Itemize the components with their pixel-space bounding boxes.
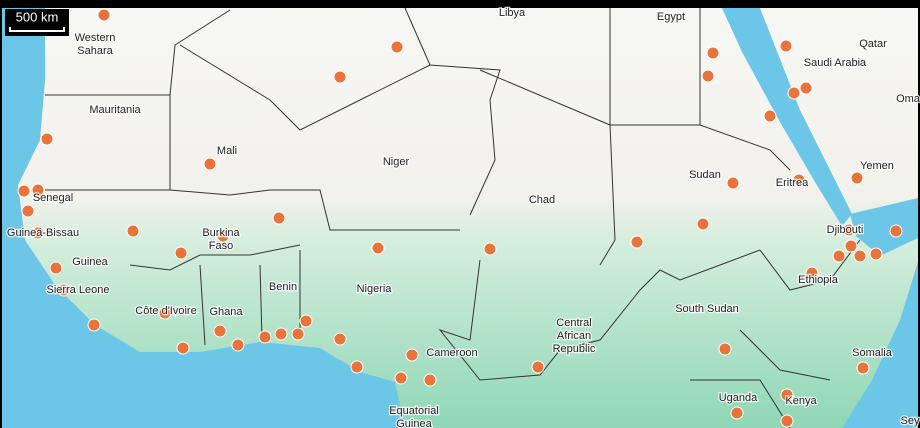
marker[interactable] <box>844 239 858 253</box>
country-label: Nigeria <box>357 283 393 295</box>
marker[interactable] <box>231 338 245 352</box>
marker[interactable] <box>792 173 806 187</box>
marker[interactable] <box>21 204 35 218</box>
country-label: Saudi Arabia <box>804 57 867 69</box>
country-label: Central <box>556 317 591 329</box>
scale-bar <box>9 27 65 32</box>
marker[interactable] <box>203 157 217 171</box>
marker[interactable] <box>726 176 740 190</box>
country-label: Niger <box>383 156 410 168</box>
marker[interactable] <box>696 217 710 231</box>
country-label: Yemen <box>860 160 894 172</box>
water <box>2 8 918 428</box>
country-label: Western <box>75 32 116 44</box>
marker[interactable] <box>31 226 45 240</box>
marker[interactable] <box>799 81 813 95</box>
marker[interactable] <box>274 327 288 341</box>
marker[interactable] <box>850 171 864 185</box>
marker[interactable] <box>780 414 794 428</box>
country-label: Republic <box>553 343 596 355</box>
marker[interactable] <box>701 69 715 83</box>
country-label: South Sudan <box>675 303 739 315</box>
marker[interactable] <box>350 360 364 374</box>
marker[interactable] <box>805 266 819 280</box>
country-label: Kenya <box>785 395 817 407</box>
country-label: Eritrea <box>776 177 809 189</box>
marker[interactable] <box>371 241 385 255</box>
marker[interactable] <box>842 223 856 237</box>
country-label: Libya <box>499 7 526 19</box>
marker[interactable] <box>97 8 111 22</box>
marker[interactable] <box>856 361 870 375</box>
marker[interactable] <box>176 341 190 355</box>
marker[interactable] <box>405 348 419 362</box>
marker[interactable] <box>49 261 63 275</box>
marker[interactable] <box>531 360 545 374</box>
country-label: Sahara <box>77 45 113 57</box>
marker[interactable] <box>126 224 140 238</box>
marker[interactable] <box>390 40 404 54</box>
country-label: Oma <box>896 93 920 105</box>
marker[interactable] <box>87 318 101 332</box>
marker[interactable] <box>853 249 867 263</box>
marker[interactable] <box>213 324 227 338</box>
marker[interactable] <box>630 235 644 249</box>
country-label: Egypt <box>657 11 685 23</box>
marker[interactable] <box>780 388 794 402</box>
country-label: Senegal <box>33 192 73 204</box>
marker[interactable] <box>272 211 286 225</box>
country-label: Sudan <box>689 169 721 181</box>
country-label: Djibouti <box>827 224 864 236</box>
marker[interactable] <box>787 86 801 100</box>
marker[interactable] <box>483 242 497 256</box>
scale-label: 500 km <box>16 9 59 24</box>
country-label: Benin <box>269 281 297 293</box>
country-label: Guinea <box>396 418 432 428</box>
country-label: Qatar <box>859 38 887 50</box>
marker[interactable] <box>57 283 71 297</box>
country-label: Faso <box>209 240 233 252</box>
country-label: Ghana <box>209 306 243 318</box>
country-label: Guinea <box>72 256 108 268</box>
marker[interactable] <box>258 330 272 344</box>
country-label: Ethiopia <box>798 274 839 286</box>
marker[interactable] <box>31 183 45 197</box>
country-label: Guinea-Bissau <box>7 227 79 239</box>
country-label: Sey <box>901 415 920 427</box>
marker[interactable] <box>869 247 883 261</box>
country-label: Chad <box>529 194 555 206</box>
marker[interactable] <box>763 109 777 123</box>
country-label: Mali <box>217 145 237 157</box>
country-label: Cameroon <box>426 347 477 359</box>
marker[interactable] <box>779 39 793 53</box>
marker[interactable] <box>333 332 347 346</box>
marker[interactable] <box>17 184 31 198</box>
marker[interactable] <box>718 342 732 356</box>
country-label: Mauritania <box>89 104 141 116</box>
marker[interactable] <box>291 327 305 341</box>
country-label: Côte d'Ivoire <box>135 305 196 317</box>
marker[interactable] <box>216 229 230 243</box>
country-label: Uganda <box>719 392 758 404</box>
marker[interactable] <box>423 373 437 387</box>
markers <box>17 8 903 428</box>
marker[interactable] <box>832 249 846 263</box>
marker[interactable] <box>299 314 313 328</box>
marker[interactable] <box>40 132 54 146</box>
country-label: Equatorial <box>389 405 439 417</box>
marker[interactable] <box>889 224 903 238</box>
marker[interactable] <box>394 371 408 385</box>
country-label: Somalia <box>852 347 893 359</box>
marker[interactable] <box>158 306 172 320</box>
marker[interactable] <box>174 246 188 260</box>
country-label: African <box>557 330 591 342</box>
country-label: Sierra Leone <box>47 284 110 296</box>
borders <box>45 7 861 428</box>
marker[interactable] <box>730 406 744 420</box>
country-label: Burkina <box>202 227 240 239</box>
marker[interactable] <box>333 70 347 84</box>
marker[interactable] <box>706 46 720 60</box>
